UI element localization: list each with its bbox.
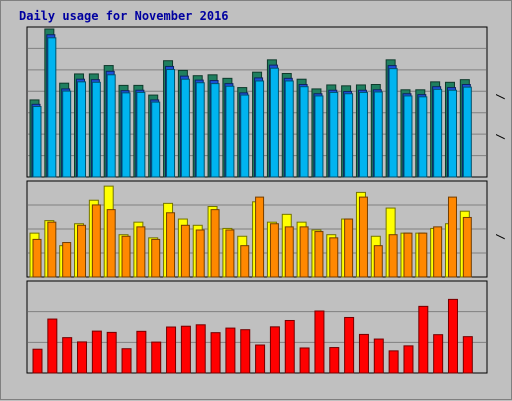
visitors-bar-sites bbox=[225, 229, 235, 278]
volume-bar-kbytes bbox=[433, 334, 444, 374]
requests-bar-pages bbox=[284, 80, 294, 178]
requests-legend-separator: / bbox=[494, 93, 507, 100]
requests-bar-pages bbox=[403, 95, 413, 178]
requests-bar-pages bbox=[344, 93, 354, 178]
visitors-bar-sites bbox=[344, 218, 354, 278]
volume-bar-kbytes bbox=[136, 330, 147, 374]
volume-bar-kbytes bbox=[62, 337, 73, 374]
volume-bar-kbytes bbox=[358, 333, 369, 374]
requests-bar-pages bbox=[433, 88, 443, 178]
volume-bar-kbytes bbox=[32, 348, 43, 374]
requests-bar-pages bbox=[462, 86, 472, 178]
volume-bar-kbytes bbox=[269, 326, 280, 374]
requests-bar-pages bbox=[91, 81, 101, 178]
requests-bar-pages bbox=[447, 89, 457, 178]
requests-bar-pages bbox=[136, 91, 146, 178]
volume-bar-kbytes bbox=[195, 324, 206, 374]
volume-bar-kbytes bbox=[77, 341, 88, 374]
requests-bar-pages bbox=[329, 91, 339, 178]
volume-bar-kbytes bbox=[344, 316, 355, 374]
visitors-bar-sites bbox=[240, 245, 250, 278]
visitors-bar-sites bbox=[106, 209, 116, 278]
requests-bar-pages bbox=[388, 68, 398, 178]
visitors-bar-sites bbox=[284, 226, 294, 278]
visitors-bar-sites bbox=[373, 245, 383, 278]
requests-bar-pages bbox=[166, 69, 176, 178]
requests-bar-pages bbox=[195, 82, 205, 178]
visitors-bar-sites bbox=[329, 237, 339, 278]
requests-bar-pages bbox=[314, 95, 324, 178]
visitors-bar-sites bbox=[47, 221, 57, 278]
visitors-bar-sites bbox=[210, 209, 220, 278]
visitors-bar-sites bbox=[447, 196, 457, 278]
volume-bar-kbytes bbox=[225, 327, 236, 374]
visitors-bar-sites bbox=[462, 216, 472, 278]
requests-bar-pages bbox=[358, 91, 368, 178]
visitors-bar-sites bbox=[121, 235, 131, 278]
volume-bar-kbytes bbox=[47, 318, 58, 374]
visitors-bar-sites bbox=[255, 196, 265, 278]
volume-bar-kbytes bbox=[151, 341, 162, 374]
requests-bar-pages bbox=[269, 67, 279, 178]
volume-bar-kbytes bbox=[418, 305, 429, 374]
visitors-bar-sites bbox=[91, 204, 101, 278]
visitors-bar-sites bbox=[314, 231, 324, 278]
visitors-bar-sites bbox=[166, 212, 176, 278]
volume-bar-kbytes bbox=[210, 332, 221, 374]
requests-bar-pages bbox=[106, 74, 116, 178]
requests-bar-pages bbox=[210, 83, 220, 178]
visitors-bar-sites bbox=[299, 226, 309, 278]
plot-area: / / / bbox=[26, 26, 507, 374]
requests-bar-pages bbox=[62, 90, 72, 178]
requests-bar-pages bbox=[418, 96, 428, 178]
volume-bar-kbytes bbox=[299, 347, 310, 374]
requests-bar-pages bbox=[121, 92, 131, 178]
volume-bar-kbytes bbox=[314, 310, 325, 374]
volume-bar-kbytes bbox=[447, 298, 458, 374]
volume-bar-kbytes bbox=[284, 319, 295, 374]
visitors-bar-sites bbox=[151, 238, 161, 278]
volume-bar-kbytes bbox=[462, 336, 473, 374]
volume-bar-kbytes bbox=[121, 348, 132, 374]
requests-bar-pages bbox=[373, 91, 383, 178]
requests-bar-pages bbox=[240, 94, 250, 178]
visitors-bar-sites bbox=[269, 223, 279, 278]
requests-bar-pages bbox=[299, 86, 309, 178]
visitors-bar-sites bbox=[62, 242, 72, 278]
requests-bar-pages bbox=[151, 101, 161, 178]
visitors-bar-sites bbox=[403, 232, 413, 278]
volume-bar-kbytes bbox=[255, 344, 266, 374]
volume-bar-kbytes bbox=[403, 345, 414, 374]
visitors-bar-sites bbox=[388, 234, 398, 278]
requests-bar-pages bbox=[47, 37, 57, 178]
volume-bar-kbytes bbox=[91, 330, 102, 374]
requests-bar-pages bbox=[225, 85, 235, 178]
requests-bar-pages bbox=[77, 81, 87, 178]
visitors-bar-sites bbox=[136, 226, 146, 278]
visitors-legend-separator: / bbox=[494, 233, 507, 240]
visitors-bar-sites bbox=[195, 229, 205, 278]
requests-bar-pages bbox=[32, 106, 42, 178]
visitors-bar-sites bbox=[433, 226, 443, 278]
visitors-bar-sites bbox=[418, 232, 428, 278]
requests-legend-separator: / bbox=[494, 133, 507, 140]
requests-bar-pages bbox=[255, 80, 265, 178]
visitors-bar-sites bbox=[32, 238, 42, 278]
volume-bar-kbytes bbox=[240, 329, 251, 374]
volume-bar-kbytes bbox=[373, 338, 384, 374]
volume-bar-kbytes bbox=[329, 347, 340, 374]
requests-bar-pages bbox=[180, 78, 190, 178]
visitors-bar-sites bbox=[358, 196, 368, 278]
volume-bar-kbytes bbox=[388, 350, 399, 374]
volume-bar-kbytes bbox=[166, 326, 177, 374]
visitors-bar-sites bbox=[77, 224, 87, 278]
chart-title: Daily usage for November 2016 bbox=[19, 9, 229, 23]
volume-bar-kbytes bbox=[180, 325, 191, 374]
visitors-bar-sites bbox=[180, 224, 190, 278]
volume-bar-kbytes bbox=[106, 331, 117, 374]
